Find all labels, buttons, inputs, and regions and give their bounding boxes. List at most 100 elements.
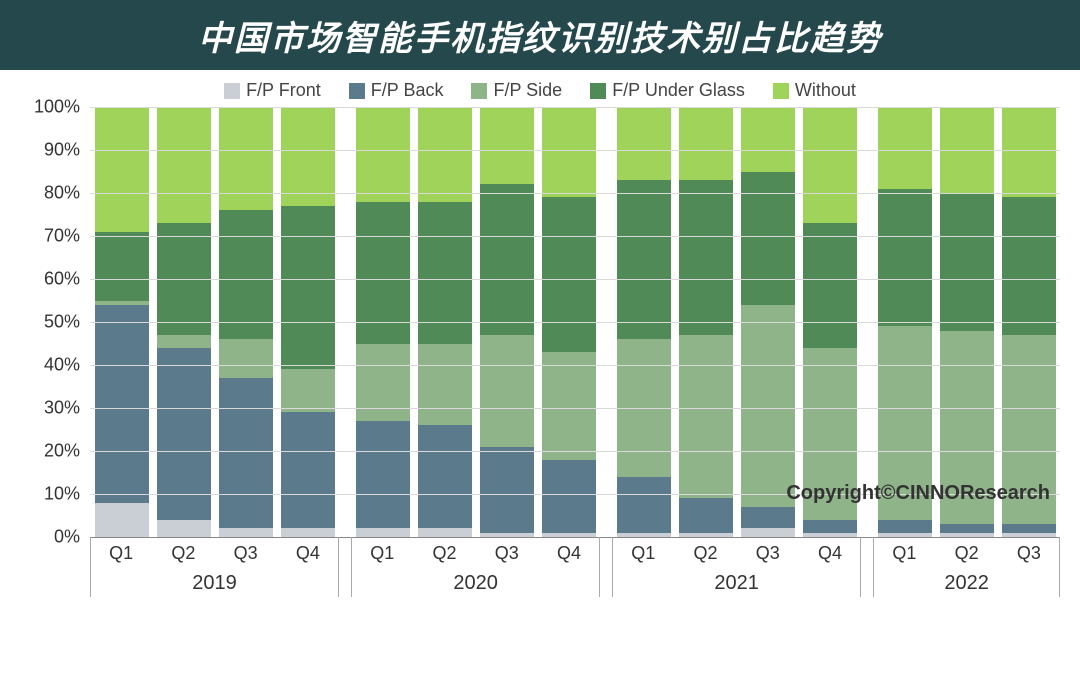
bar-column: [277, 107, 339, 537]
y-tick-label: 30%: [20, 398, 80, 419]
x-quarter-label: Q3: [998, 543, 1060, 564]
x-quarter-label: Q4: [277, 543, 339, 564]
legend: F/P FrontF/P BackF/P SideF/P Under Glass…: [0, 70, 1080, 107]
x-quarter-label: Q2: [674, 543, 736, 564]
x-separator: [860, 537, 861, 597]
bar-segment-side: [803, 348, 857, 520]
x-separator: [599, 537, 600, 597]
bar-stack: [95, 107, 149, 537]
bar-segment-under: [356, 202, 410, 344]
bar-segment-under: [940, 193, 994, 331]
bar-segment-front: [281, 528, 335, 537]
grid-zone: 0%10%20%30%40%50%60%70%80%90%100%: [90, 107, 1060, 537]
bar-segment-under: [480, 184, 534, 335]
y-tick-label: 100%: [20, 97, 80, 118]
x-separator: [873, 537, 874, 597]
bar-segment-under: [878, 189, 932, 327]
bar-segment-side: [878, 326, 932, 520]
bar-segment-under: [803, 223, 857, 348]
year-group: [351, 107, 600, 537]
legend-swatch: [224, 83, 240, 99]
x-year-group: Q1Q2Q32022: [873, 537, 1060, 627]
bar-column: [799, 107, 861, 537]
bar-column: [613, 107, 675, 537]
y-tick-label: 10%: [20, 484, 80, 505]
bar-stack: [679, 107, 733, 537]
x-year-label: 2021: [714, 572, 759, 595]
bar-segment-without: [803, 107, 857, 223]
x-quarter-row: Q1Q2Q3: [873, 537, 1060, 564]
bar-segment-back: [542, 460, 596, 533]
bar-segment-side: [1002, 335, 1056, 524]
x-quarter-label: Q1: [351, 543, 413, 564]
bar-segment-side: [940, 331, 994, 525]
bar-stack: [741, 107, 795, 537]
year-group: [90, 107, 339, 537]
bar-segment-without: [878, 107, 932, 189]
legend-label: Without: [795, 80, 856, 101]
bar-column: [874, 107, 936, 537]
x-axis-labels: Q1Q2Q3Q42019Q1Q2Q3Q42020Q1Q2Q3Q42021Q1Q2…: [90, 537, 1060, 627]
x-separator: [338, 537, 339, 597]
bar-segment-back: [418, 425, 472, 528]
x-quarter-row: Q1Q2Q3Q4: [351, 537, 600, 564]
bar-segment-front: [157, 520, 211, 537]
bar-column: [737, 107, 799, 537]
x-quarter-label: Q4: [799, 543, 861, 564]
x-quarter-label: Q3: [737, 543, 799, 564]
year-group: [612, 107, 861, 537]
bar-segment-under: [617, 180, 671, 339]
x-year-group: Q1Q2Q3Q42019: [90, 537, 339, 627]
x-quarter-label: Q1: [873, 543, 935, 564]
bar-segment-back: [679, 498, 733, 532]
bar-segment-side: [281, 369, 335, 412]
bar-stack: [803, 107, 857, 537]
bar-column: [153, 107, 215, 537]
bar-segment-under: [418, 202, 472, 344]
bar-segment-without: [281, 107, 335, 206]
x-quarter-label: Q2: [935, 543, 997, 564]
x-quarter-label: Q3: [215, 543, 277, 564]
bar-stack: [878, 107, 932, 537]
x-quarter-label: Q4: [538, 543, 600, 564]
x-quarter-label: Q1: [90, 543, 152, 564]
bar-stack: [281, 107, 335, 537]
legend-item: F/P Under Glass: [590, 80, 745, 101]
bar-segment-back: [219, 378, 273, 529]
x-separator: [1059, 537, 1060, 597]
bar-column: [538, 107, 600, 537]
bar-stack: [1002, 107, 1056, 537]
bar-segment-front: [219, 528, 273, 537]
bar-segment-back: [617, 477, 671, 533]
bar-segment-back: [356, 421, 410, 529]
bar-stack: [418, 107, 472, 537]
bar-segment-back: [878, 520, 932, 533]
bar-segment-without: [1002, 107, 1056, 197]
bar-segment-without: [542, 107, 596, 197]
bar-segment-without: [940, 107, 994, 193]
legend-swatch: [590, 83, 606, 99]
x-separator: [351, 537, 352, 597]
bar-segment-without: [418, 107, 472, 202]
y-tick-label: 90%: [20, 140, 80, 161]
bar-segment-back: [803, 520, 857, 533]
bar-column: [215, 107, 277, 537]
bar-column: [91, 107, 153, 537]
bar-column: [352, 107, 414, 537]
bar-segment-without: [679, 107, 733, 180]
x-quarter-label: Q3: [476, 543, 538, 564]
bar-segment-under: [157, 223, 211, 335]
bar-segment-without: [157, 107, 211, 223]
bar-segment-under: [542, 197, 596, 352]
legend-swatch: [471, 83, 487, 99]
legend-label: F/P Under Glass: [612, 80, 745, 101]
legend-label: F/P Back: [371, 80, 444, 101]
y-tick-label: 60%: [20, 269, 80, 290]
bar-column: [936, 107, 998, 537]
bar-segment-under: [95, 232, 149, 301]
bar-segment-side: [157, 335, 211, 348]
legend-item: F/P Back: [349, 80, 444, 101]
bar-segment-side: [219, 339, 273, 378]
plot-area: 0%10%20%30%40%50%60%70%80%90%100% Q1Q2Q3…: [0, 107, 1080, 627]
x-quarter-label: Q2: [413, 543, 475, 564]
